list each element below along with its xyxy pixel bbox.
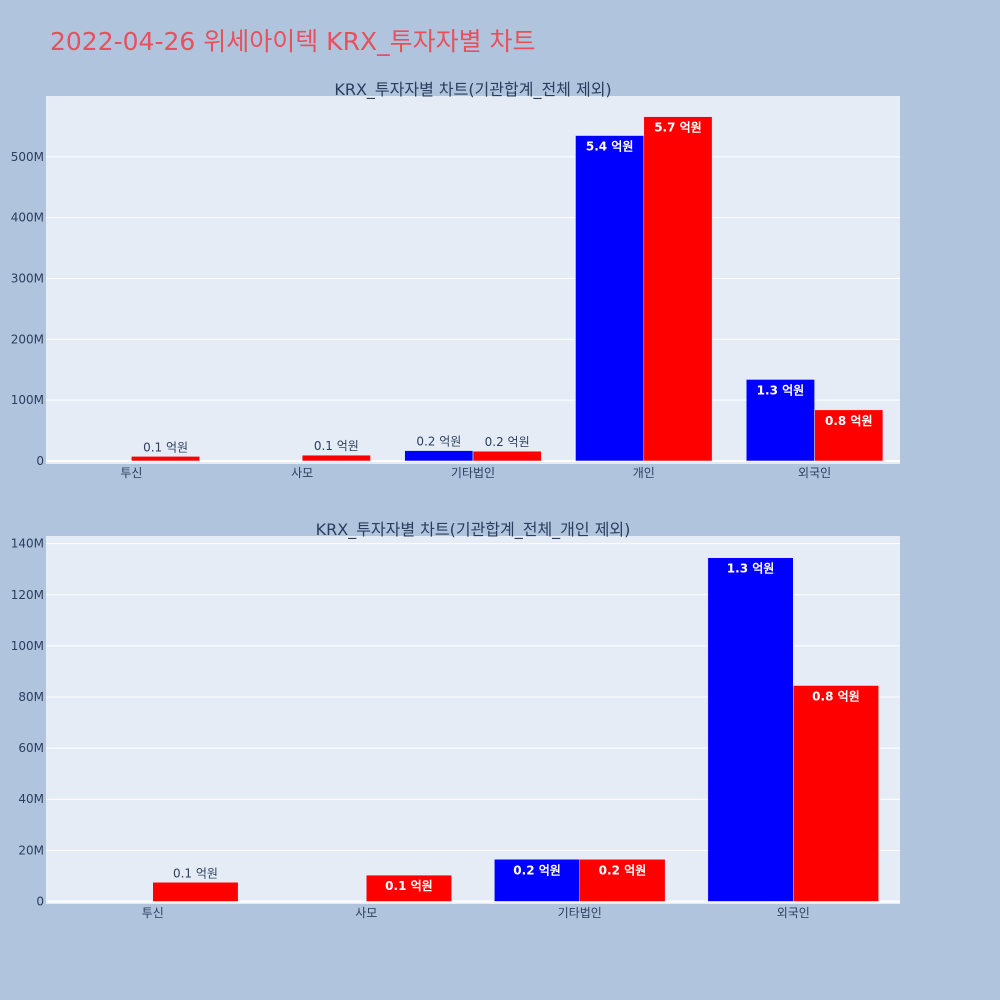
x-tick-label: 외국인 — [798, 466, 831, 480]
y-tick-label: 400M — [11, 211, 44, 225]
data-label: 0.2 억원 — [513, 863, 561, 877]
x-tick-label: 외국인 — [777, 906, 810, 920]
bar — [793, 685, 879, 902]
data-label: 0.1 억원 — [173, 866, 218, 880]
y-tick-label: 80M — [18, 690, 44, 704]
x-tick-label: 개인 — [633, 466, 655, 480]
data-label: 5.4 억원 — [586, 140, 634, 154]
chart-title: KRX_투자자별 차트(기관합계_전체 제외) — [334, 80, 611, 100]
data-label: 5.7 억원 — [654, 121, 702, 135]
bar — [814, 409, 884, 462]
chart-investor-all: 0 100M 200M 300M 400M 500M KRX_투자자별 차트(기관합계_전체… — [11, 80, 900, 480]
x-tick-label: 사모 — [355, 906, 377, 920]
data-label: 0.8 억원 — [812, 690, 860, 704]
y-tick-label: 0 — [36, 894, 44, 908]
x-tick-label: 투신 — [120, 466, 142, 480]
x-tick-label: 기타법인 — [451, 466, 495, 480]
data-label: 0.8 억원 — [825, 414, 873, 428]
bar — [579, 859, 666, 902]
bar — [707, 557, 794, 902]
x-tick-label: 투신 — [142, 906, 164, 920]
data-label: 0.1 억원 — [385, 879, 433, 893]
bar — [152, 882, 239, 902]
y-tick-label: 200M — [11, 332, 44, 346]
y-tick-label: 300M — [11, 271, 44, 285]
y-tick-label: 100M — [11, 393, 44, 407]
bar — [746, 379, 815, 462]
data-label: 0.2 억원 — [416, 435, 461, 449]
page-title: 2022-04-26 위세아이텍 KRX_투자자별 차트 — [50, 27, 536, 56]
data-label: 0.2 억원 — [599, 863, 647, 877]
bar — [404, 450, 474, 462]
y-tick-label: 140M — [11, 537, 44, 551]
x-tick-label: 기타법인 — [558, 906, 602, 920]
y-tick-label: 100M — [11, 639, 44, 653]
y-tick-label: 60M — [18, 741, 44, 755]
y-tick-label: 40M — [18, 792, 44, 806]
x-tick-label: 사모 — [291, 466, 313, 480]
bar — [643, 116, 713, 462]
bar — [575, 135, 645, 462]
y-tick-label: 500M — [11, 150, 44, 164]
bar — [131, 456, 200, 462]
bar — [494, 859, 581, 902]
bar — [366, 874, 452, 902]
data-label: 0.1 억원 — [314, 439, 359, 453]
data-label: 1.3 억원 — [757, 383, 805, 397]
chart-title: KRX_투자자별 차트(기관합계_전체_개인 제외) — [316, 520, 631, 540]
y-tick-label: 20M — [18, 843, 44, 857]
data-label: 0.1 억원 — [143, 440, 188, 454]
data-label: 1.3 억원 — [727, 562, 775, 576]
bar — [472, 450, 542, 462]
y-tick-label: 0 — [36, 454, 44, 468]
bar — [301, 454, 371, 462]
data-label: 0.2 억원 — [485, 435, 530, 449]
chart-investor-excl-individual: 0 20M 40M 60M 80M 100M 120M 140M KRX_투자자별 차트(기관합… — [11, 520, 900, 920]
y-tick-label: 120M — [11, 588, 44, 602]
